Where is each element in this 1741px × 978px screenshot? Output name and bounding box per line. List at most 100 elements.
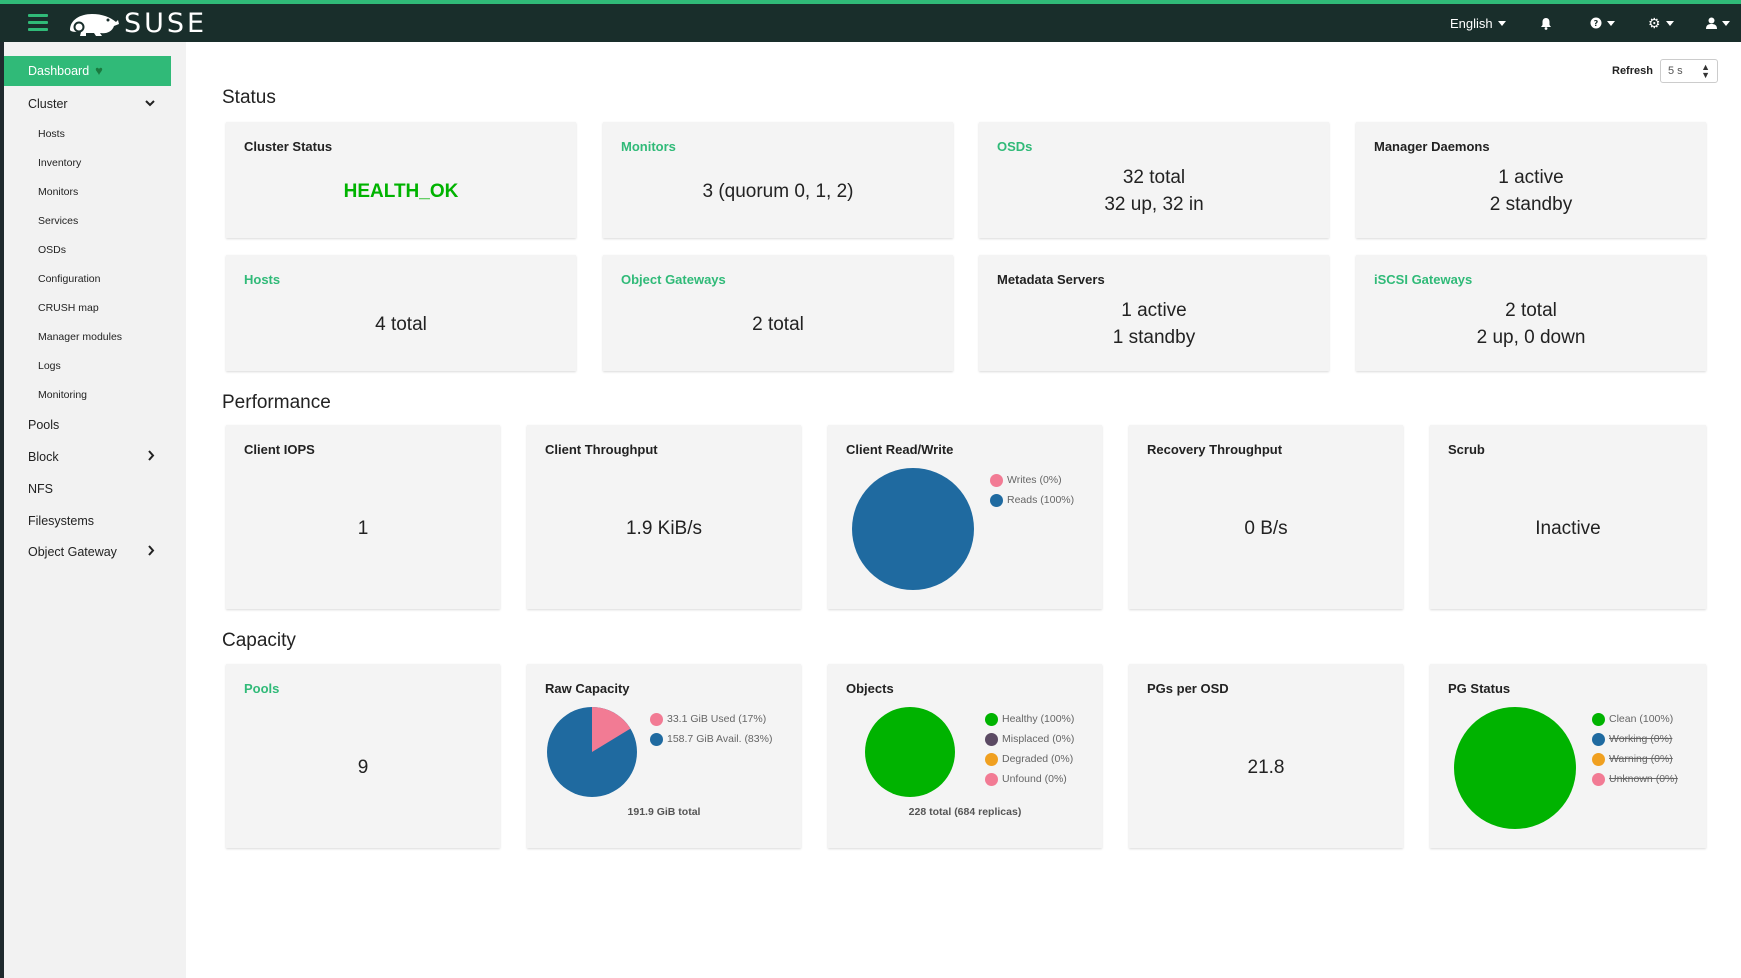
card-value-line2: 2 standby [1489, 194, 1573, 215]
chart-caption: 228 total (684 replicas) [908, 806, 1022, 818]
user-dropdown[interactable] [1706, 13, 1730, 33]
legend-item[interactable]: Healthy (100%) [985, 709, 1074, 729]
card-value: 3 (quorum 0, 1, 2) [702, 181, 854, 202]
pie-slice-healthy[interactable] [865, 707, 955, 797]
card-value-line2: 1 standby [1112, 327, 1196, 348]
chart-legend: Healthy (100%) Misplaced (0%) Degraded (… [985, 709, 1074, 789]
sidebar-item-inventory[interactable]: Inventory [38, 157, 82, 169]
card-value-line2: 32 up, 32 in [1104, 194, 1204, 215]
pie-slice-reads[interactable] [852, 468, 974, 590]
card-cluster-status: Cluster Status HEALTH_OK [226, 122, 576, 238]
legend-swatch [1592, 712, 1605, 726]
legend-label: Writes (0%) [1007, 474, 1062, 486]
card-title-link[interactable]: Hosts [244, 272, 281, 287]
card-metadata-servers: Metadata Servers 1 active 1 standby [979, 255, 1329, 371]
card-scrub: Scrub Inactive [1430, 425, 1706, 609]
sidebar-item-object-gateway[interactable]: Object Gateway [28, 545, 117, 559]
chart-legend: 33.1 GiB Used (17%) 158.7 GiB Avail. (83… [650, 709, 772, 749]
sidebar-item-filesystems[interactable]: Filesystems [28, 514, 94, 528]
card-title-link[interactable]: Monitors [621, 139, 676, 154]
sidebar-item-osds[interactable]: OSDs [38, 244, 67, 256]
legend-label: Working (0%) [1609, 733, 1673, 745]
heart-icon: ♥ [95, 63, 103, 78]
legend-swatch [650, 712, 663, 726]
card-pools: Pools 9 [226, 664, 500, 848]
raw-capacity-pie-chart[interactable] [546, 706, 638, 798]
refresh-interval-value: 5 s [1668, 65, 1683, 77]
help-icon: ? [1590, 17, 1602, 29]
suse-logo[interactable]: SUSE [66, 8, 207, 39]
pie-slice-used[interactable] [592, 707, 631, 752]
sidebar-item-pools[interactable]: Pools [28, 418, 60, 432]
menu-icon[interactable] [28, 14, 48, 32]
sidebar-item-dashboard[interactable]: Dashboard ♥ [4, 56, 171, 86]
card-recovery-throughput: Recovery Throughput 0 B/s [1129, 425, 1403, 609]
legend-label: Clean (100%) [1609, 713, 1674, 725]
card-title-link[interactable]: iSCSI Gateways [1374, 272, 1473, 287]
card-value-line1: 32 total [1122, 167, 1186, 188]
objects-pie-chart[interactable] [864, 706, 956, 798]
bell-icon [1541, 17, 1551, 30]
pie-slice-clean[interactable] [1454, 707, 1576, 829]
refresh-interval-select[interactable]: 5 s ▲ ▼ [1660, 59, 1718, 83]
health-status-value[interactable]: HEALTH_OK [343, 181, 459, 202]
legend-swatch [990, 493, 1003, 507]
card-objects: Objects Healthy (100%) Misplaced (0%) De… [828, 664, 1102, 848]
notifications-button[interactable] [1540, 13, 1552, 33]
sidebar-item-services[interactable]: Services [38, 215, 79, 227]
card-title: Client Throughput [545, 442, 658, 457]
card-title: Client Read/Write [846, 442, 954, 457]
legend-item[interactable]: Degraded (0%) [985, 749, 1074, 769]
sidebar-item-nfs[interactable]: NFS [28, 482, 53, 496]
card-title: Raw Capacity [545, 681, 630, 696]
legend-label: Degraded (0%) [1002, 753, 1074, 765]
legend-swatch [990, 473, 1003, 487]
sidebar-item-cluster[interactable]: Cluster [28, 97, 68, 111]
legend-item[interactable]: Working (0%) [1592, 729, 1678, 749]
sidebar-item-crush-map[interactable]: CRUSH map [38, 302, 99, 314]
legend-item[interactable]: Reads (100%) [990, 490, 1074, 510]
sidebar-item-block[interactable]: Block [28, 450, 59, 464]
pg-status-pie-chart[interactable] [1453, 706, 1577, 830]
legend-item[interactable]: Clean (100%) [1592, 709, 1678, 729]
read-write-pie-chart[interactable] [851, 467, 975, 591]
chameleon-icon [70, 14, 119, 36]
language-label: English [1450, 15, 1493, 31]
help-dropdown[interactable]: ? [1590, 13, 1615, 33]
card-title-link[interactable]: Object Gateways [621, 272, 726, 287]
card-title: Recovery Throughput [1147, 442, 1283, 457]
legend-item[interactable]: Warning (0%) [1592, 749, 1678, 769]
legend-item[interactable]: Unknown (0%) [1592, 769, 1678, 789]
legend-label: Warning (0%) [1609, 753, 1673, 765]
sidebar-item-monitoring[interactable]: Monitoring [38, 389, 88, 401]
chevron-right-icon[interactable] [147, 545, 155, 556]
card-value-line1: 1 active [1121, 300, 1187, 321]
card-title-link[interactable]: Pools [244, 681, 280, 696]
card-pgs-per-osd: PGs per OSD 21.8 [1129, 664, 1403, 848]
refresh-label: Refresh [1612, 65, 1653, 77]
section-title-status: Status [222, 87, 276, 108]
chevron-right-icon[interactable] [147, 450, 155, 461]
legend-label: Misplaced (0%) [1002, 733, 1075, 745]
card-value: 1.9 KiB/s [625, 518, 703, 539]
legend-item[interactable]: 33.1 GiB Used (17%) [650, 709, 772, 729]
caret-down-icon [1722, 20, 1730, 26]
card-raw-capacity: Raw Capacity 33.1 GiB Used (17%) 158.7 G… [527, 664, 801, 848]
sidebar-item-configuration[interactable]: Configuration [38, 273, 101, 285]
legend-label: 158.7 GiB Avail. (83%) [667, 733, 773, 745]
legend-item[interactable]: Unfound (0%) [985, 769, 1074, 789]
card-value: 4 total [375, 314, 427, 335]
section-title-capacity: Capacity [222, 630, 296, 651]
sidebar-item-manager-modules[interactable]: Manager modules [38, 331, 123, 343]
legend-item[interactable]: Writes (0%) [990, 470, 1074, 490]
sidebar-item-monitors[interactable]: Monitors [38, 186, 79, 198]
card-value: 9 [357, 757, 369, 778]
legend-item[interactable]: Misplaced (0%) [985, 729, 1074, 749]
chevron-down-icon[interactable] [145, 99, 155, 107]
sidebar-item-logs[interactable]: Logs [38, 360, 61, 372]
legend-item[interactable]: 158.7 GiB Avail. (83%) [650, 729, 772, 749]
language-dropdown[interactable]: English [1450, 13, 1506, 33]
sidebar-item-hosts[interactable]: Hosts [38, 128, 65, 140]
settings-dropdown[interactable]: ⚙ [1648, 13, 1674, 33]
card-title-link[interactable]: OSDs [997, 139, 1033, 154]
